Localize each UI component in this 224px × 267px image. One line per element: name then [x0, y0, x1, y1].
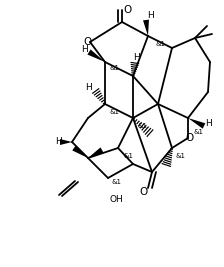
Text: &1: &1: [110, 109, 120, 115]
Text: H: H: [82, 45, 88, 54]
Text: &1: &1: [193, 129, 203, 135]
Text: O: O: [123, 5, 131, 15]
Text: O: O: [140, 187, 148, 197]
Polygon shape: [60, 139, 72, 145]
Text: &1: &1: [110, 65, 120, 71]
Text: H: H: [134, 53, 140, 62]
Text: OH: OH: [109, 195, 123, 205]
Text: &1: &1: [111, 179, 121, 185]
Text: H: H: [86, 84, 92, 92]
Text: &1: &1: [123, 153, 133, 159]
Text: H: H: [55, 138, 61, 147]
Text: &1: &1: [138, 123, 148, 129]
Polygon shape: [143, 20, 149, 36]
Text: &1: &1: [175, 153, 185, 159]
Polygon shape: [72, 146, 88, 158]
Text: O: O: [186, 133, 194, 143]
Polygon shape: [88, 147, 103, 158]
Text: O: O: [84, 37, 92, 47]
Polygon shape: [188, 118, 205, 129]
Text: H: H: [205, 120, 211, 128]
Text: &1: &1: [155, 41, 165, 47]
Polygon shape: [87, 49, 105, 62]
Text: H: H: [147, 11, 153, 21]
